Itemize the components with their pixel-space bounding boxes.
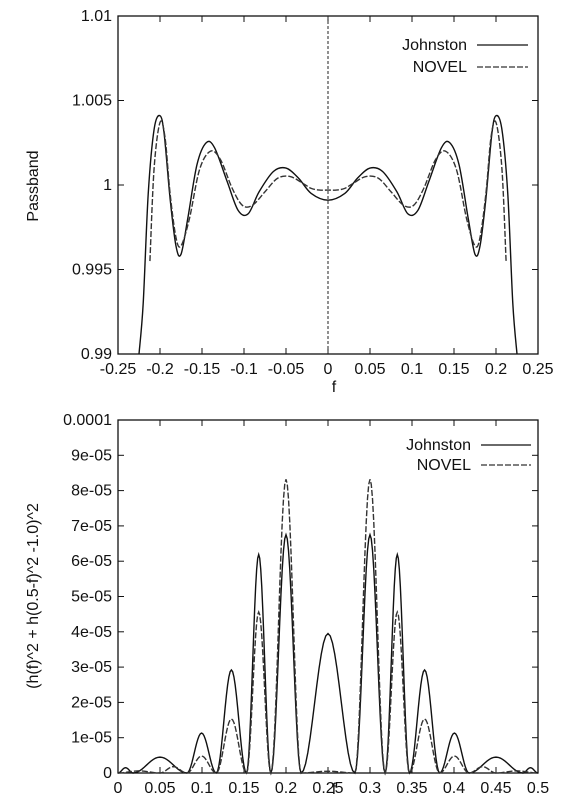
y-tick-label: 4e-05 xyxy=(71,624,112,641)
y-tick-label: 0.0001 xyxy=(63,412,112,429)
y-tick-label: 1.01 xyxy=(81,8,112,25)
y-tick-label: 0.995 xyxy=(72,262,112,279)
y-tick-label: 7e-05 xyxy=(71,518,112,535)
passband-xlabel: f xyxy=(332,379,337,396)
legend-label-johnston: Johnston xyxy=(402,37,467,54)
passband-ylabel: Passband xyxy=(25,150,42,221)
x-tick-label: -0.15 xyxy=(184,361,221,378)
legend-label-novel: NOVEL xyxy=(417,457,471,474)
y-tick-label: 8e-05 xyxy=(71,483,112,500)
x-tick-label: 0.15 xyxy=(228,780,259,797)
y-tick-label: 1.005 xyxy=(72,93,112,110)
x-tick-label: 0.25 xyxy=(522,361,553,378)
y-tick-label: 0.99 xyxy=(81,346,112,363)
x-tick-label: -0.25 xyxy=(100,361,137,378)
x-tick-label: 0.1 xyxy=(401,361,423,378)
series-line-novel xyxy=(117,479,539,776)
error-legend: Johnston NOVEL xyxy=(406,437,531,474)
error-ylabel: (h(f)^2 + h(0.5-f)^2 -1.0)^2 xyxy=(25,503,42,689)
series-line-novel xyxy=(149,120,507,262)
series-line-johnston xyxy=(117,532,539,776)
error-series xyxy=(117,479,539,776)
y-tick-label: 1e-05 xyxy=(71,730,112,747)
y-tick-label: 3e-05 xyxy=(71,659,112,676)
passband-legend: Johnston NOVEL xyxy=(402,37,528,76)
error-ticks: 0 0.05 0.1 0.15 0.2 0.25 0.3 0.35 0.4 0.45 0.5 0 1e-… xyxy=(63,412,549,797)
y-tick-label: 0 xyxy=(103,765,112,782)
y-tick-label: 2e-05 xyxy=(71,694,112,711)
x-tick-label: 0.25 xyxy=(312,780,343,797)
x-tick-label: 0.2 xyxy=(275,780,297,797)
x-tick-label: 0.3 xyxy=(359,780,381,797)
passband-chart: -0.25 -0.2 -0.15 -0.1 -0.05 0 0.05 0.1 0.15 0.2 0.… xyxy=(25,8,554,396)
x-tick-label: 0.05 xyxy=(144,780,175,797)
passband-ticks: -0.25 -0.2 -0.15 -0.1 -0.05 0 0.05 0.1 0.15 0.2 0.… xyxy=(72,8,554,378)
y-tick-label: 1 xyxy=(103,177,112,194)
error-chart: 0 0.05 0.1 0.15 0.2 0.25 0.3 0.35 0.4 0.45 0.5 0 1e-… xyxy=(25,412,549,797)
x-tick-label: 0.05 xyxy=(354,361,385,378)
x-tick-label: 0.2 xyxy=(485,361,507,378)
legend-label-johnston: Johnston xyxy=(406,437,471,454)
y-tick-label: 5e-05 xyxy=(71,589,112,606)
x-tick-label: 0.45 xyxy=(480,780,511,797)
x-tick-label: 0.35 xyxy=(396,780,427,797)
x-tick-label: 0.1 xyxy=(191,780,213,797)
x-tick-label: 0.5 xyxy=(527,780,549,797)
x-tick-label: -0.1 xyxy=(230,361,258,378)
legend-label-novel: NOVEL xyxy=(413,59,467,76)
error-plot-frame xyxy=(117,419,539,774)
x-tick-label: -0.2 xyxy=(146,361,174,378)
passband-series xyxy=(138,114,518,355)
x-tick-label: 0.15 xyxy=(438,361,469,378)
error-xlabel: f xyxy=(332,781,337,797)
series-line-johnston xyxy=(138,114,518,355)
y-tick-label: 6e-05 xyxy=(71,553,112,570)
x-tick-label: 0 xyxy=(114,780,123,797)
x-tick-label: 0.4 xyxy=(443,780,465,797)
x-tick-label: 0 xyxy=(324,361,333,378)
y-tick-label: 9e-05 xyxy=(71,447,112,464)
x-tick-label: -0.05 xyxy=(268,361,305,378)
